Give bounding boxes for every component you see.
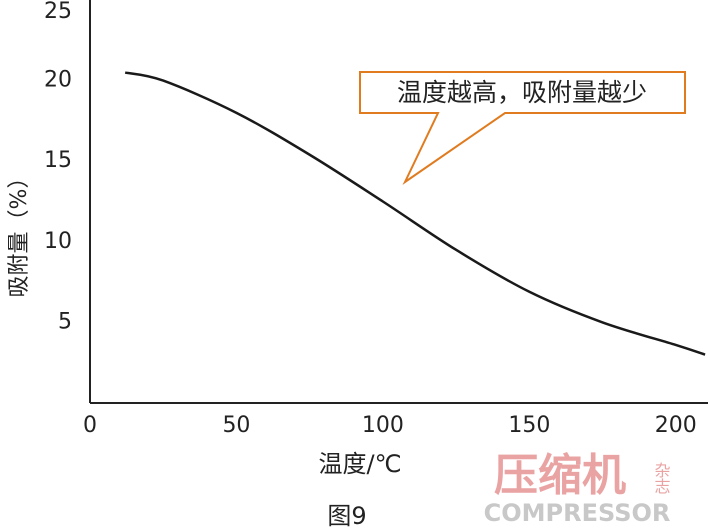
caption: 图9: [327, 502, 366, 530]
y-tick-label: 15: [44, 148, 72, 173]
x-tick-label: 0: [83, 413, 97, 438]
line: [124, 71, 706, 356]
x-tick-label: 200: [655, 413, 697, 438]
y-tick-label: 5: [58, 309, 72, 334]
x-tick-label: 50: [222, 413, 250, 438]
y-tick-label: 10: [44, 229, 72, 254]
watermark-title: 压缩机: [494, 450, 626, 501]
watermark-sub: COMPRESSOR: [484, 499, 671, 527]
y-axis-label: 吸附量（%）: [7, 167, 32, 298]
annotation: 温度越高，吸附量越少: [397, 78, 647, 107]
x-axis-label: 温度/℃: [318, 450, 401, 478]
x-tick-label: 100: [362, 413, 404, 438]
y-tick-label: 25: [44, 0, 72, 24]
y-tick-label: 20: [44, 68, 72, 93]
annotation-box: [359, 71, 686, 185]
watermark-side: 杂志: [652, 462, 671, 494]
x-tick-label: 150: [508, 413, 550, 438]
